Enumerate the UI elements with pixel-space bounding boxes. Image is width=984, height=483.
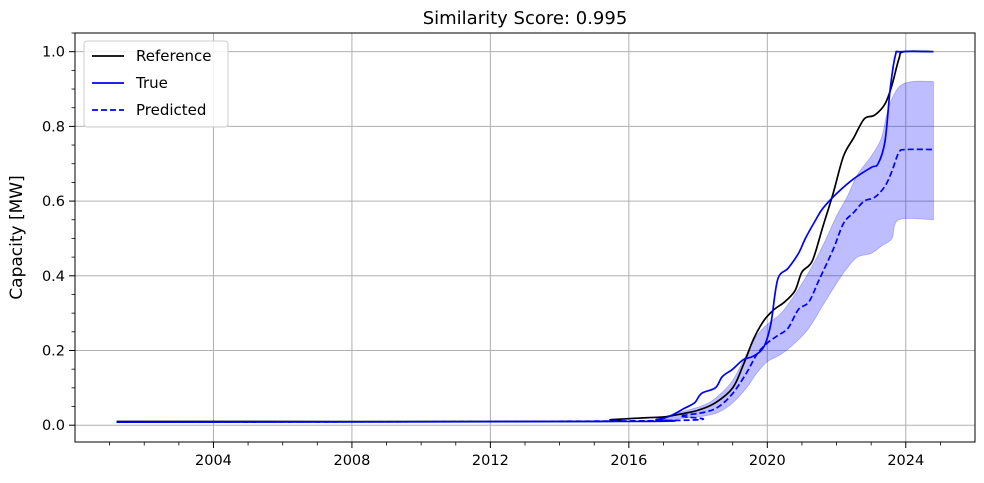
y-tick-label: 0.8 xyxy=(42,119,65,135)
y-tick-label: 0.2 xyxy=(42,343,65,359)
x-tick-label: 2020 xyxy=(749,453,786,469)
uncertainty-band-layer xyxy=(656,80,934,422)
chart-title: Similarity Score: 0.995 xyxy=(423,8,628,29)
legend-label-reference: Reference xyxy=(136,47,212,65)
legend-box xyxy=(83,40,229,128)
x-tick-label: 2008 xyxy=(333,453,370,469)
series-line-true xyxy=(116,50,934,424)
y-tick-label: 1.0 xyxy=(42,45,65,61)
legend-label-true: True xyxy=(135,74,168,92)
y-tick-label: 0.6 xyxy=(42,194,65,210)
series-line-reference xyxy=(116,50,934,423)
y-tick-label: 0.0 xyxy=(42,418,65,434)
series-layer xyxy=(116,50,934,424)
axis-ticks: 2004 2008 2012 2016 2020 2024 0.0 0.2 0.4 0.6 0.8 1… xyxy=(42,32,941,469)
x-tick-label: 2012 xyxy=(472,453,509,469)
series-line-predicted xyxy=(116,148,934,424)
legend: Reference True Predicted xyxy=(83,40,229,128)
y-axis-label: Capacity [MW] xyxy=(7,175,27,299)
x-tick-label: 2016 xyxy=(610,453,647,469)
uncertainty-band xyxy=(656,80,934,422)
legend-label-predicted: Predicted xyxy=(136,101,206,119)
x-tick-label: 2004 xyxy=(195,453,232,469)
x-tick-label: 2024 xyxy=(887,453,924,469)
y-tick-label: 0.4 xyxy=(42,269,65,285)
